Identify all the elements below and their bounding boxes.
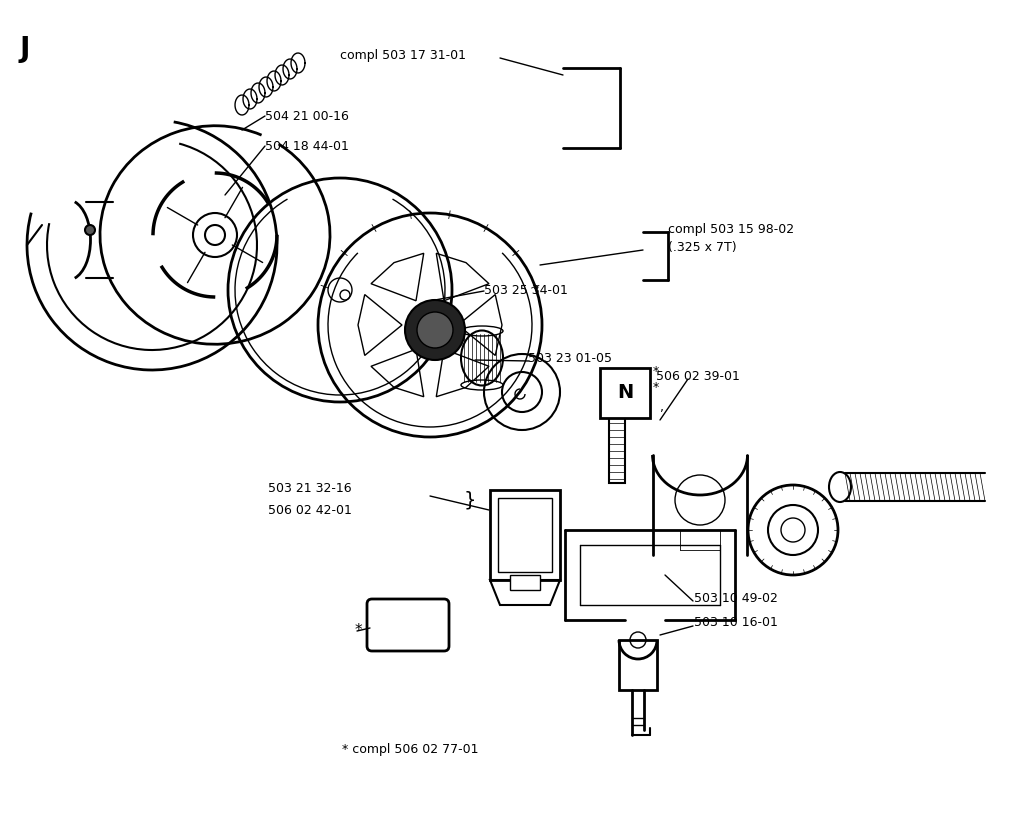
Bar — [490, 490, 560, 580]
Text: 503 25 34-01: 503 25 34-01 — [484, 284, 568, 296]
Text: 504 18 44-01: 504 18 44-01 — [265, 139, 349, 153]
Text: 503 23 01-05: 503 23 01-05 — [528, 352, 612, 365]
Text: *: * — [653, 382, 659, 394]
Text: *: * — [354, 623, 361, 637]
Bar — [498, 498, 552, 572]
Text: 504 21 00-16: 504 21 00-16 — [265, 109, 349, 123]
Circle shape — [85, 225, 95, 235]
Text: N: N — [616, 383, 633, 402]
Text: 503 10 16-01: 503 10 16-01 — [694, 615, 778, 629]
Bar — [510, 575, 540, 590]
Bar — [600, 368, 650, 418]
Text: }: } — [464, 490, 476, 509]
Text: (.325 x 7T): (.325 x 7T) — [668, 241, 736, 255]
Text: compl 503 17 31-01: compl 503 17 31-01 — [340, 49, 466, 63]
Text: J: J — [20, 35, 31, 63]
Bar — [618, 640, 657, 690]
Circle shape — [406, 300, 465, 360]
Bar — [609, 418, 625, 483]
Text: 506 02 42-01: 506 02 42-01 — [268, 504, 352, 517]
Text: compl 503 15 98-02: compl 503 15 98-02 — [668, 224, 795, 236]
Text: 506 02 39-01: 506 02 39-01 — [656, 370, 740, 382]
Text: 503 21 32-16: 503 21 32-16 — [268, 482, 351, 494]
Text: *: * — [653, 365, 659, 377]
Text: ,: , — [660, 402, 664, 414]
Text: 503 10 49-02: 503 10 49-02 — [694, 591, 778, 605]
Bar — [606, 410, 628, 418]
Text: * compl 506 02 77-01: * compl 506 02 77-01 — [342, 743, 478, 757]
Circle shape — [417, 312, 453, 348]
